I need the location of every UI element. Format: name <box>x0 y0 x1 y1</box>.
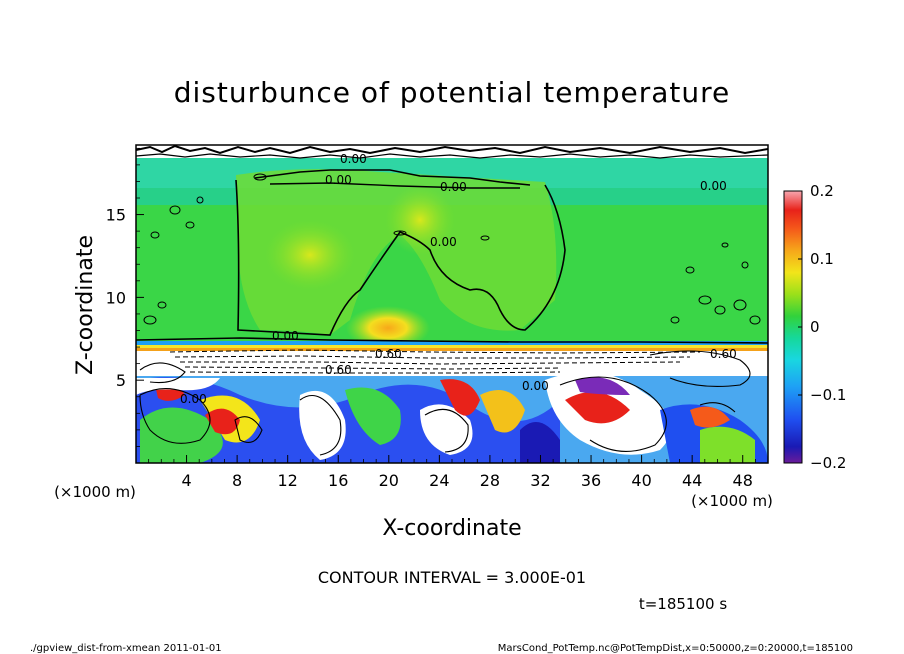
eddy-green-3 <box>700 426 755 463</box>
eddy-green-2 <box>345 387 401 445</box>
colorbar-tick-label: −0.2 <box>810 454 846 472</box>
top-strip-noise-2 <box>136 153 768 159</box>
eddy-white-2 <box>420 404 473 455</box>
x-tick-label: 32 <box>530 471 550 490</box>
x-tick-label: 28 <box>480 471 500 490</box>
contour-label: 0.00 <box>340 152 367 166</box>
dashed-contours <box>169 349 701 374</box>
time-text: t=185100 s <box>639 595 727 613</box>
contour-top-line-2 <box>269 182 520 189</box>
contour-labels: 0.00 0.00 0.00 0.00 0.00 0.00 0.60 0.60 … <box>180 152 737 406</box>
y-axis: 5 10 15 <box>106 147 144 447</box>
eddy-red-1 <box>205 408 240 435</box>
colorbar-tick-label: 0 <box>810 318 820 336</box>
x-tick-label: 24 <box>429 471 449 490</box>
y-tick-label: 10 <box>106 288 126 307</box>
x-axis: 4 8 12 16 20 24 28 32 36 40 44 48 <box>148 455 756 490</box>
contour-label: 0.00 <box>180 392 207 406</box>
y-axis-label: Z-coordinate <box>73 235 98 375</box>
colorbar-tick-label: −0.1 <box>810 386 846 404</box>
contour-label: 0.00 <box>522 379 549 393</box>
turbulent-contours <box>139 350 751 456</box>
field-boundary-stripe <box>136 341 768 345</box>
x-axis-unit: (×1000 m) <box>691 492 773 510</box>
x-tick-label: 36 <box>581 471 601 490</box>
eddy-green-1 <box>140 407 223 463</box>
field-yellow-blob <box>265 220 355 290</box>
x-tick-label: 40 <box>631 471 651 490</box>
field-green-plume <box>236 169 557 335</box>
eddy-red-4 <box>690 406 730 428</box>
eddy-purple-1 <box>575 377 630 395</box>
contour-top-line <box>254 169 531 186</box>
contour-interval-text: CONTOUR INTERVAL = 3.000E-01 <box>318 568 586 587</box>
x-tick-label: 8 <box>232 471 242 490</box>
eddy-red-3 <box>565 392 630 424</box>
chart-title: disturbunce of potential temperature <box>174 76 731 109</box>
contour-label: 0.00 <box>440 180 467 194</box>
x-axis-label: X-coordinate <box>382 516 521 541</box>
contour-label: 0.00 <box>430 235 457 249</box>
eddy-blue-2 <box>520 422 560 463</box>
contour-label: 0.00 <box>325 173 352 187</box>
x-tick-label: 12 <box>278 471 298 490</box>
x-tick-label: 44 <box>682 471 702 490</box>
x-tick-label: 16 <box>328 471 348 490</box>
y-tick-label: 5 <box>116 371 126 390</box>
colorbar: 0.2 0.1 0 −0.1 −0.2 <box>783 182 846 472</box>
plot-area: 0.00 0.00 0.00 0.00 0.00 0.00 0.60 0.60 … <box>136 145 768 463</box>
field-yellow-blob-2 <box>385 185 455 255</box>
x-tick-label: 20 <box>379 471 399 490</box>
x-tick-label: 48 <box>733 471 753 490</box>
eddy-yellow-2 <box>480 390 525 433</box>
contour-label: 0.00 <box>272 329 299 343</box>
contour-plume <box>235 179 566 336</box>
field-top-strip <box>136 145 768 158</box>
colorbar-ticks: 0.2 0.1 0 −0.1 −0.2 <box>798 182 846 472</box>
colorbar-tick-label: 0.1 <box>810 250 834 268</box>
contour-label: 0.60 <box>710 347 737 361</box>
footer-right: MarsCond_PotTemp.nc@PotTempDist,x=0:5000… <box>498 643 853 654</box>
y-axis-unit: (×1000 m) <box>54 483 136 501</box>
x-tick-label: 4 <box>181 471 191 490</box>
field-warm-blob <box>346 306 430 350</box>
field-boundary-stripe-2 <box>136 345 768 348</box>
colorbar-tick-label: 0.2 <box>810 182 834 200</box>
footer-left: ./gpview_dist-from-xmean 2011-01-01 <box>30 643 222 654</box>
top-strip-noise <box>136 145 768 155</box>
contour-specks <box>143 173 761 325</box>
contour-label: 0.60 <box>325 363 352 377</box>
field-boundary-stripe-3 <box>136 348 768 351</box>
y-tick-label: 15 <box>106 206 126 225</box>
contour-label: 0.60 <box>375 347 402 361</box>
eddy-red-2 <box>440 379 480 416</box>
contour-boundary-solid <box>136 337 768 344</box>
eddy-white-1 <box>299 390 346 460</box>
contour-label: 0.00 <box>700 179 727 193</box>
